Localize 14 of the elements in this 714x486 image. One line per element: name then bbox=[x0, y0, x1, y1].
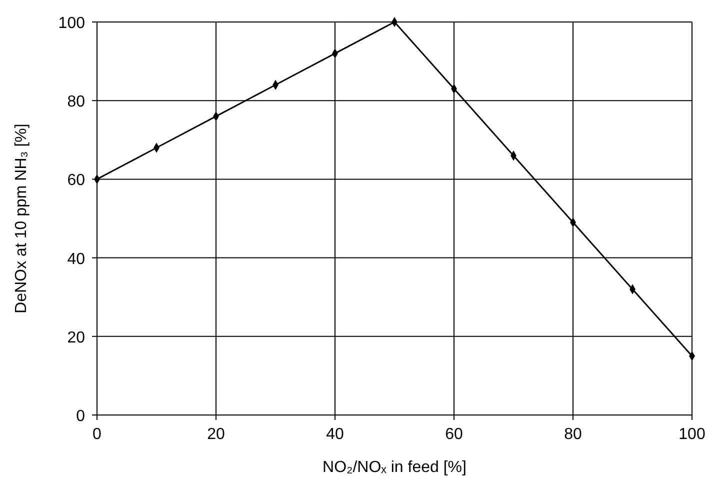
y-tick-label: 80 bbox=[67, 94, 86, 111]
y-axis-title: DeNOx at 10 ppm NH₃ [%] bbox=[13, 124, 30, 314]
x-tick-label: 100 bbox=[678, 426, 706, 443]
y-tick-label: 100 bbox=[58, 15, 86, 32]
x-tick-label: 40 bbox=[326, 426, 344, 443]
x-tick-label: 20 bbox=[207, 426, 225, 443]
x-tick-label: 60 bbox=[445, 426, 463, 443]
y-tick-label: 0 bbox=[76, 408, 86, 425]
y-tick-label: 40 bbox=[67, 250, 86, 268]
x-axis-title: NO₂/NOₓ in feed [%] bbox=[322, 459, 466, 476]
x-tick-label: 80 bbox=[564, 426, 582, 443]
y-tick-label: 20 bbox=[67, 329, 86, 346]
y-tick-label: 60 bbox=[67, 172, 86, 190]
x-tick-label: 0 bbox=[92, 426, 102, 443]
